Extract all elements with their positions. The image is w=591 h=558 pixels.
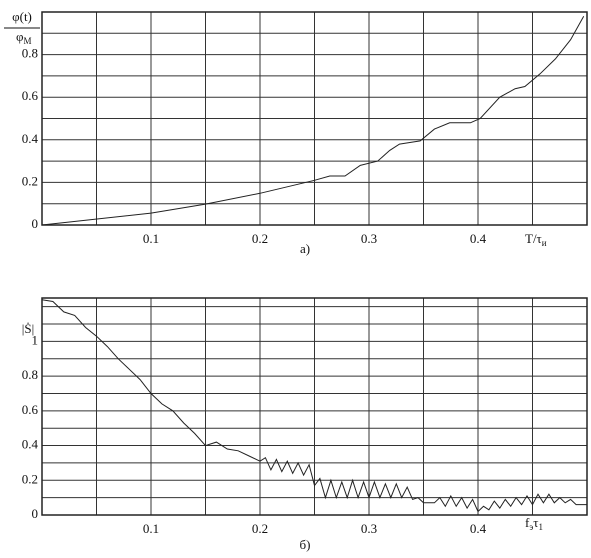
x-label-part: f xyxy=(525,515,530,530)
plot-frame xyxy=(41,11,588,226)
x-axis-label: fэτ1 xyxy=(525,515,543,532)
x-axis-label: T/τи xyxy=(525,231,547,248)
y-tick-label: 0.4 xyxy=(22,131,39,146)
x-label-part: э xyxy=(529,522,533,532)
x-tick-label: 0.1 xyxy=(143,521,159,536)
y-tick-label: 0.4 xyxy=(22,437,39,452)
x-tick-label: 0.2 xyxy=(252,231,268,246)
y-tick-label: 0.8 xyxy=(22,46,38,61)
y-axis-label: |Ṡ| xyxy=(22,321,34,336)
y-tick-label: 0.2 xyxy=(22,471,38,486)
x-label-part: и xyxy=(542,238,547,248)
y-tick-label: 0.6 xyxy=(22,88,39,103)
data-line xyxy=(41,299,587,513)
x-label-part: T/τ xyxy=(525,231,542,246)
y-tick-label: 0 xyxy=(32,216,39,231)
caption: а) xyxy=(300,241,310,256)
y-tick-label: 1 xyxy=(32,332,39,347)
y-tick-label: 0.6 xyxy=(22,402,39,417)
x-tick-label: 0.3 xyxy=(361,521,377,536)
x-tick-label: 0.3 xyxy=(361,231,377,246)
x-tick-label: 0.1 xyxy=(143,231,159,246)
x-label-part: τ xyxy=(533,515,538,530)
plot-frame xyxy=(41,297,588,516)
x-tick-label: 0.4 xyxy=(470,521,487,536)
y-axis-label: φM xyxy=(16,29,32,46)
x-tick-label: 0.2 xyxy=(252,521,268,536)
y-tick-label: 0.8 xyxy=(22,367,38,382)
y-tick-label: 0 xyxy=(32,506,39,521)
x-label-part: 1 xyxy=(538,522,543,532)
y-tick-label: 0.2 xyxy=(22,173,38,188)
x-tick-label: 0.4 xyxy=(470,231,487,246)
y-axis-label: φ(t) xyxy=(12,9,32,24)
y-label-part: φ xyxy=(16,29,24,44)
data-line xyxy=(41,16,585,226)
y-label-part: M xyxy=(24,36,32,46)
caption: б) xyxy=(300,537,311,552)
